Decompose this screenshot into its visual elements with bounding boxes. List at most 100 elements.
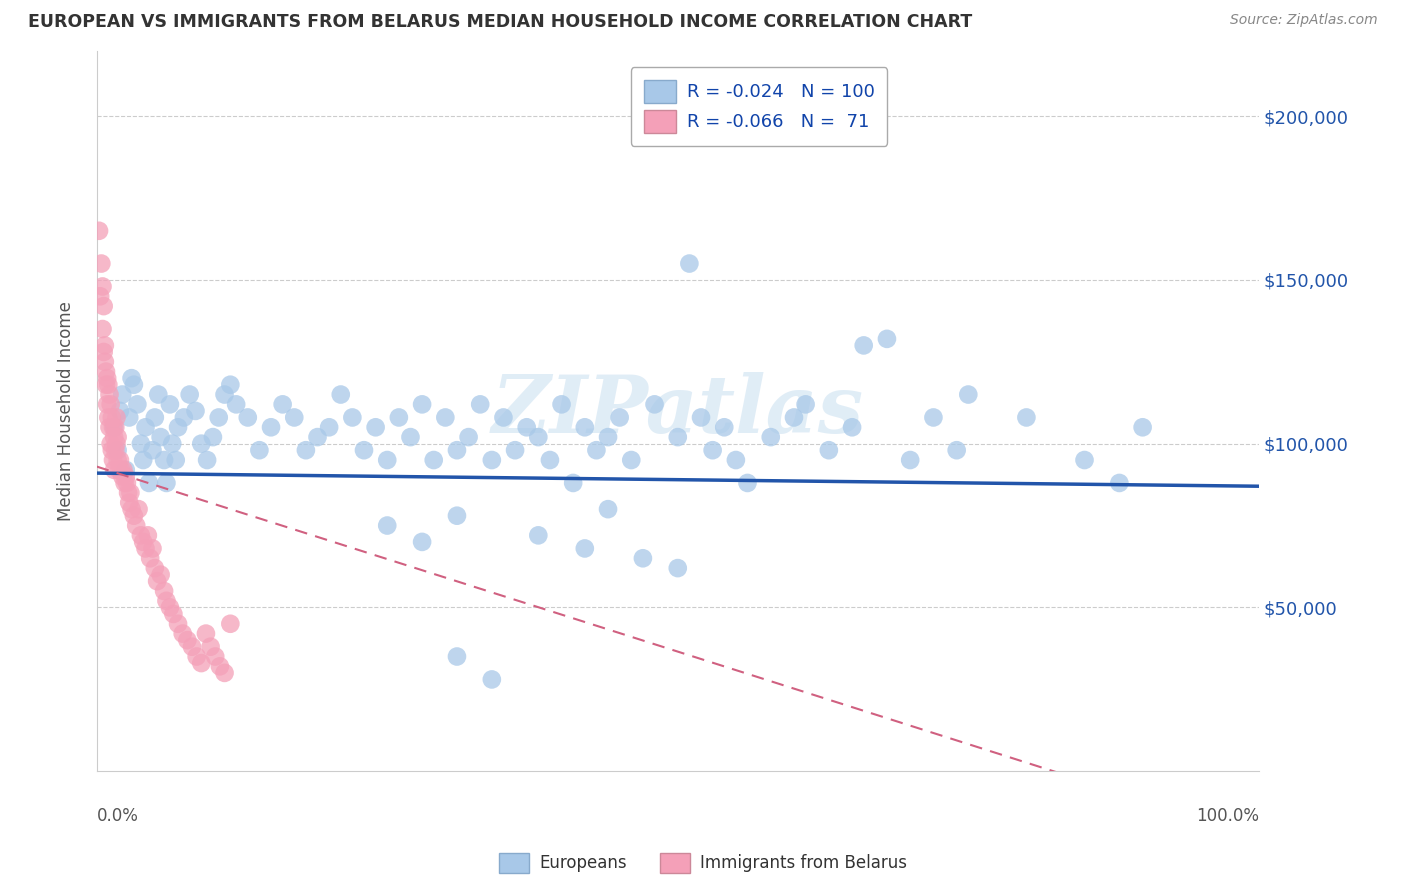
Point (93, 345, 115, 359)
Point (898, 453, 921, 467)
Point (162, 436, 184, 450)
Text: Source: ZipAtlas.com: Source: ZipAtlas.com (1230, 13, 1378, 28)
Point (841, 420, 863, 434)
Point (503, 443, 526, 458)
Point (105, 436, 128, 450)
Point (411, 535, 433, 549)
Point (96, 397, 118, 411)
Point (1132, 420, 1154, 434)
Point (204, 649, 226, 664)
Point (1073, 453, 1095, 467)
Point (132, 535, 155, 549)
Point (852, 338, 875, 352)
Point (342, 410, 364, 425)
Point (149, 567, 172, 582)
Point (104, 420, 127, 434)
Point (172, 626, 194, 640)
Point (516, 420, 538, 434)
Point (538, 453, 561, 467)
Point (794, 397, 817, 411)
Point (214, 665, 236, 680)
Point (690, 410, 713, 425)
Point (737, 475, 759, 490)
Point (283, 410, 305, 425)
Point (550, 397, 572, 411)
Point (307, 430, 329, 444)
Point (219, 377, 242, 392)
Point (121, 371, 143, 385)
Point (148, 387, 170, 401)
Point (236, 410, 259, 425)
Point (114, 469, 136, 483)
Point (120, 485, 142, 500)
Point (481, 673, 503, 687)
Point (111, 387, 134, 401)
Point (96, 371, 118, 385)
Point (114, 475, 136, 490)
Point (111, 469, 134, 483)
Point (375, 453, 398, 467)
Point (122, 377, 145, 392)
Point (190, 656, 212, 670)
Point (101, 420, 124, 434)
Point (190, 436, 212, 450)
Point (87, 224, 110, 238)
Point (162, 607, 184, 621)
Point (184, 404, 207, 418)
Point (186, 649, 208, 664)
Point (104, 443, 127, 458)
Point (155, 475, 177, 490)
Point (783, 410, 806, 425)
Point (118, 410, 141, 425)
Point (295, 443, 318, 458)
Point (422, 453, 444, 467)
Point (200, 640, 222, 654)
Point (527, 430, 550, 444)
Point (457, 430, 479, 444)
Point (574, 420, 596, 434)
Point (101, 453, 124, 467)
Point (574, 541, 596, 556)
Point (527, 528, 550, 542)
Point (138, 475, 160, 490)
Point (143, 410, 166, 425)
Point (100, 397, 122, 411)
Point (103, 463, 125, 477)
Point (922, 410, 945, 425)
Point (702, 443, 724, 458)
Point (115, 475, 138, 490)
Point (153, 453, 176, 467)
Point (141, 541, 163, 556)
Point (247, 443, 270, 458)
Point (388, 410, 411, 425)
Point (98, 387, 121, 401)
Point (97, 377, 120, 392)
Point (141, 443, 163, 458)
Point (446, 649, 468, 664)
Point (179, 387, 201, 401)
Point (100, 436, 122, 450)
Point (666, 430, 689, 444)
Point (759, 430, 782, 444)
Point (375, 518, 398, 533)
Point (201, 430, 224, 444)
Point (713, 420, 735, 434)
Point (91, 279, 114, 293)
Point (101, 443, 124, 458)
Point (112, 463, 135, 477)
Point (194, 626, 217, 640)
Point (492, 410, 515, 425)
Point (876, 332, 898, 346)
Point (208, 659, 231, 673)
Point (585, 443, 607, 458)
Point (260, 420, 283, 434)
Point (620, 453, 643, 467)
Point (107, 443, 129, 458)
Point (107, 430, 129, 444)
Point (129, 436, 152, 450)
Text: EUROPEAN VS IMMIGRANTS FROM BELARUS MEDIAN HOUSEHOLD INCOME CORRELATION CHART: EUROPEAN VS IMMIGRANTS FROM BELARUS MEDI… (28, 13, 973, 31)
Point (114, 463, 136, 477)
Point (129, 528, 152, 542)
Point (271, 397, 294, 411)
Point (134, 541, 156, 556)
